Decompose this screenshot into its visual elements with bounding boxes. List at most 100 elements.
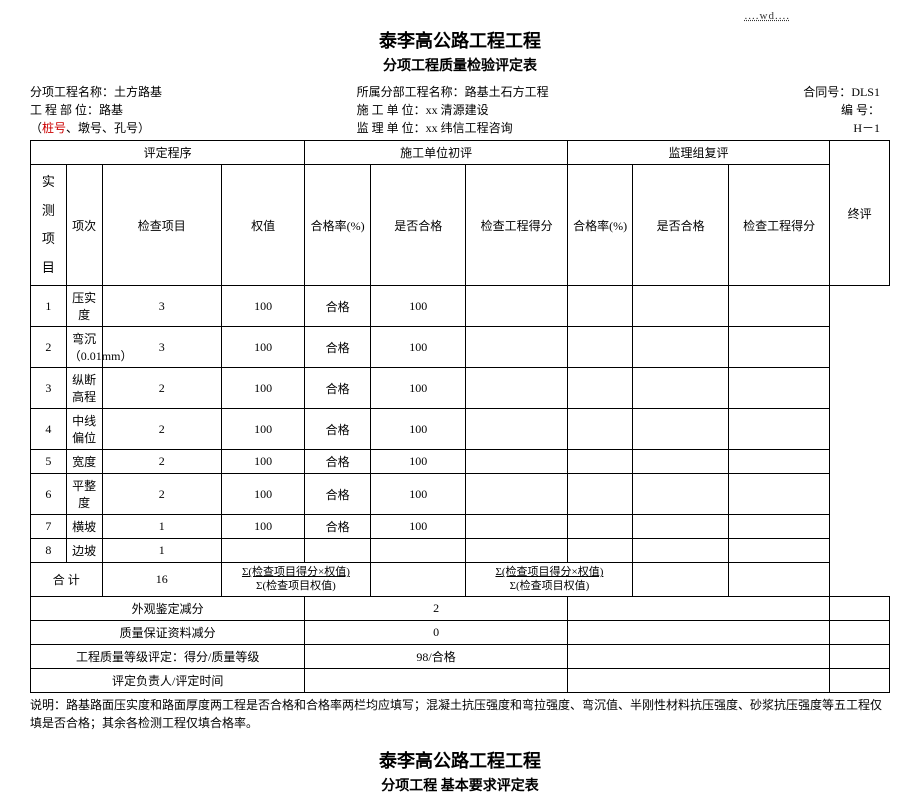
cell-score-1: 100 [370, 474, 465, 515]
quality-doc-val: 0 [305, 620, 567, 644]
cell-pass-1: 合格 [305, 515, 371, 539]
cell-rate-2 [466, 409, 567, 450]
cell-weight: 1 [102, 515, 221, 539]
const-unit: xx 清源建设 [426, 103, 489, 117]
th-rate-1: 合格率(%) [305, 165, 371, 286]
cell-rate-1: 100 [221, 286, 305, 327]
cell-score-1: 100 [370, 450, 465, 474]
code-row: 编 号： [603, 101, 890, 119]
appearance-final [830, 596, 890, 620]
cell-item: 压实度 [66, 286, 102, 327]
cell-weight: 2 [102, 450, 221, 474]
cell-final [728, 368, 829, 409]
cell-rate-1: 100 [221, 368, 305, 409]
stake-red: 桩号 [42, 121, 66, 135]
th-pass-1: 是否合格 [370, 165, 465, 286]
cell-rate-1: 100 [221, 327, 305, 368]
dept-label: 工 程 部 位： [30, 103, 99, 117]
cell-final [728, 286, 829, 327]
proj-name-row: 分项工程名称：土方路基 [30, 83, 317, 101]
cell-pass-2 [567, 327, 633, 368]
cell-pass-1: 合格 [305, 409, 371, 450]
cell-rate-2 [466, 450, 567, 474]
cell-idx: 6 [31, 474, 67, 515]
cell-pass-1: 合格 [305, 450, 371, 474]
cell-score-1: 100 [370, 515, 465, 539]
header-info: 分项工程名称：土方路基 所属分部工程名称：路基土石方工程 合同号：DLS1 工 … [30, 83, 890, 137]
cell-pass-1: 合格 [305, 286, 371, 327]
cell-rate-2 [466, 286, 567, 327]
cell-item: 纵断高程 [66, 368, 102, 409]
cell-weight: 1 [102, 539, 221, 563]
cell-pass-1 [305, 539, 371, 563]
cell-score-2 [633, 286, 728, 327]
total-score-1 [370, 563, 465, 596]
cell-rate-1: 100 [221, 474, 305, 515]
cell-item: 边坡 [66, 539, 102, 563]
cell-pass-2 [567, 515, 633, 539]
th-procedure: 评定程序 [31, 141, 305, 165]
quality-doc-row: 质量保证资料减分 0 [31, 620, 890, 644]
cell-rate-2 [466, 474, 567, 515]
cell-pass-1: 合格 [305, 368, 371, 409]
parent-name: 路基土石方工程 [465, 85, 549, 99]
reviewer-final [830, 668, 890, 692]
cell-pass-1: 合格 [305, 474, 371, 515]
cell-rate-1 [221, 539, 305, 563]
section2-title2: 分项工程 基本要求评定表 [30, 775, 890, 795]
dept-row: 工 程 部 位：路基 [30, 101, 317, 119]
cell-score-2 [633, 409, 728, 450]
th-score-2: 检查工程得分 [728, 165, 829, 286]
appearance-label: 外观鉴定减分 [31, 596, 305, 620]
cell-idx: 1 [31, 286, 67, 327]
code-label: 编 号： [841, 103, 880, 117]
cell-final [728, 474, 829, 515]
appearance-row: 外观鉴定减分 2 [31, 596, 890, 620]
side-label: 实测项目 [31, 165, 67, 286]
super-unit: xx 纬信工程咨询 [426, 121, 513, 135]
cell-rate-2 [466, 368, 567, 409]
contract-no: DLS1 [851, 85, 880, 99]
cell-idx: 2 [31, 327, 67, 368]
total-final [728, 563, 829, 596]
cell-weight: 2 [102, 409, 221, 450]
total-label: 合 计 [31, 563, 103, 596]
cell-weight: 2 [102, 474, 221, 515]
th-pass-2: 是否合格 [633, 165, 728, 286]
dept-val: 路基 [99, 103, 123, 117]
quality-doc-label: 质量保证资料减分 [31, 620, 305, 644]
cell-score-2 [633, 327, 728, 368]
cell-rate-2 [466, 327, 567, 368]
cell-rate-2 [466, 539, 567, 563]
super-label: 监 理 单 位： [357, 121, 426, 135]
table-row: 3纵断高程2100合格100 [31, 368, 890, 409]
main-title: 泰李高公路工程工程 [30, 27, 890, 53]
header-row-1: 评定程序 施工单位初评 监理组复评 终评 [31, 141, 890, 165]
cell-idx: 4 [31, 409, 67, 450]
cell-score-1: 100 [370, 327, 465, 368]
cell-weight: 2 [102, 368, 221, 409]
cell-pass-2 [567, 409, 633, 450]
parent-label: 所属分部工程名称： [357, 85, 465, 99]
cell-pass-2 [567, 286, 633, 327]
section2-title1: 泰李高公路工程工程 [30, 747, 890, 773]
cell-pass-2 [567, 474, 633, 515]
note-text: 路基路面压实度和路面厚度两工程是否合格和合格率两栏均应填写；混凝土抗压强度和弯拉… [30, 698, 882, 730]
table-row: 7横坡1100合格100 [31, 515, 890, 539]
cell-final [728, 539, 829, 563]
cell-idx: 3 [31, 368, 67, 409]
reviewer-row: 评定负责人/评定时间 [31, 668, 890, 692]
grade-final [830, 644, 890, 668]
super-row: 监 理 单 位：xx 纬信工程咨询 [317, 119, 604, 137]
cell-idx: 5 [31, 450, 67, 474]
cell-pass-2 [567, 450, 633, 474]
cell-final [728, 327, 829, 368]
table-row: 1压实度3100合格100 [31, 286, 890, 327]
th-rate-2: 合格率(%) [567, 165, 633, 286]
proj-name-label: 分项工程名称： [30, 85, 114, 99]
th-super-eval: 监理组复评 [567, 141, 829, 165]
th-weight: 权值 [221, 165, 305, 286]
table-row: 2弯沉（0.01mm）3100合格100 [31, 327, 890, 368]
cell-score-2 [633, 474, 728, 515]
cell-rate-2 [466, 515, 567, 539]
